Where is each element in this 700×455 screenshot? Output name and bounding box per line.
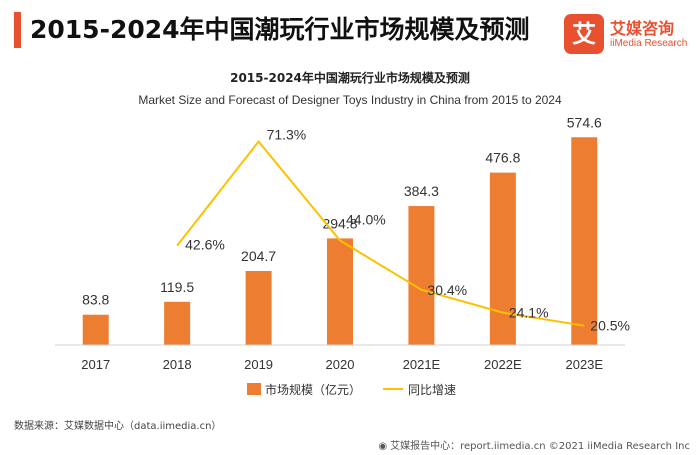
iimedia-footer-icon: ◉ — [378, 441, 388, 452]
logo-cn-text: 艾媒咨询 — [610, 19, 675, 38]
bar-2023E — [571, 137, 598, 345]
bar-2018 — [164, 301, 191, 345]
bar-value-label: 83.8 — [82, 292, 109, 308]
growth-rate-label: 42.6% — [185, 237, 225, 253]
chart-subtitle: Market Size and Forecast of Designer Toy… — [138, 93, 562, 107]
legend-bar-swatch — [247, 383, 261, 395]
bar-2019 — [245, 270, 272, 345]
x-tick-label: 2017 — [81, 357, 110, 372]
growth-rate-label: 71.3% — [267, 127, 307, 143]
x-tick-label: 2018 — [163, 357, 192, 372]
growth-rate-label: 44.0% — [346, 212, 386, 228]
data-source-note: 数据来源：艾媒数据中心（data.iimedia.cn） — [14, 421, 222, 432]
bar-value-label: 119.5 — [160, 279, 194, 295]
bar-value-label: 574.6 — [567, 114, 602, 130]
growth-rate-label: 24.1% — [509, 305, 549, 321]
growth-rate-line — [176, 140, 585, 327]
bar-value-label: 204.7 — [241, 248, 276, 264]
x-tick-label: 2021E — [403, 357, 441, 372]
title-accent-bar — [14, 12, 21, 48]
logo-en-text: iiMedia Research — [610, 38, 688, 49]
legend-bar-label: 市场规模（亿元） — [265, 382, 361, 397]
bar-2021E — [408, 206, 435, 345]
page-title: 2015-2024年中国潮玩行业市场规模及预测 — [30, 15, 530, 44]
bar-2020 — [327, 238, 353, 345]
x-tick-label: 2019 — [244, 357, 273, 372]
x-tick-label: 2022E — [484, 357, 522, 372]
x-tick-label: 2023E — [565, 357, 603, 372]
logo-mark-icon: 艾 — [564, 14, 604, 54]
bar-value-label: 476.8 — [485, 150, 520, 166]
chart-title: 2015-2024年中国潮玩行业市场规模及预测 — [230, 71, 470, 85]
bar-2022E — [489, 172, 516, 345]
growth-rate-label: 20.5% — [590, 318, 630, 334]
iimedia-logo: 艾 艾媒咨询 iiMedia Research — [564, 14, 688, 54]
bar-value-label: 384.3 — [404, 183, 439, 199]
footer-credit-text: 艾媒报告中心：report.iimedia.cn ©2021 iiMedia R… — [390, 441, 690, 452]
growth-rate-label: 30.4% — [427, 282, 467, 298]
bar-2017 — [82, 314, 109, 345]
legend-line-label: 同比增速 — [408, 383, 456, 397]
footer-credit: ◉ 艾媒报告中心：report.iimedia.cn ©2021 iiMedia … — [378, 437, 690, 452]
x-tick-label: 2020 — [326, 357, 355, 372]
bar-value-label: 294.8 — [322, 215, 357, 231]
